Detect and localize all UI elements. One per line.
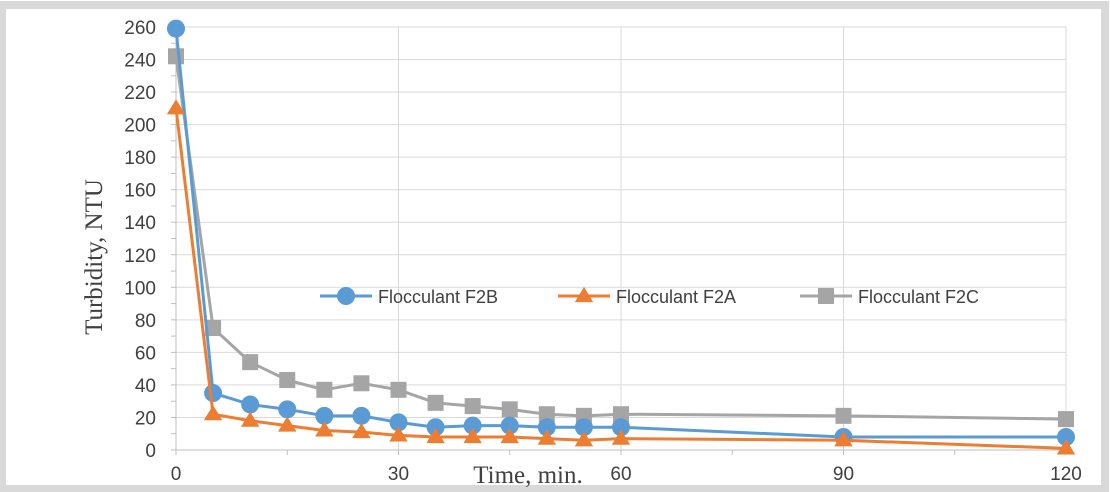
data-point-square <box>613 406 629 423</box>
tick-labels: 0 20 40 60 80 100 120 140 160 180 200 220 240 260 0 30 6… <box>124 18 1082 485</box>
y-tick-label: 200 <box>124 116 156 137</box>
data-point-circle <box>315 406 334 425</box>
data-point-circle <box>389 413 408 432</box>
x-tick-label: 60 <box>610 464 631 485</box>
legend: Flocculant F2B Flocculant F2A Flocculant F… <box>320 286 979 307</box>
data-point-square <box>390 381 407 398</box>
y-tick-label: 260 <box>124 18 156 39</box>
legend-item: Flocculant F2C <box>800 287 979 307</box>
data-point-square <box>316 381 333 398</box>
data-point-triangle <box>166 99 186 115</box>
data-point-circle <box>241 395 260 414</box>
data-point-square <box>538 406 555 423</box>
data-point-circle <box>167 19 185 38</box>
data-point-square <box>464 398 481 415</box>
legend-label: Flocculant F2A <box>616 287 736 307</box>
x-tick-label: 30 <box>388 464 409 485</box>
data-point-triangle <box>500 427 519 444</box>
x-tick-label: 0 <box>171 464 182 485</box>
data-point-triangle <box>463 427 482 444</box>
legend-item: Flocculant F2A <box>558 286 736 307</box>
data-point-square <box>168 48 184 65</box>
y-tick-label: 180 <box>124 148 156 169</box>
data-point-triangle <box>611 429 631 445</box>
data-point-circle <box>352 406 371 425</box>
data-point-circle <box>426 418 445 437</box>
data-point-circle <box>537 418 556 437</box>
data-point-triangle <box>1056 439 1076 455</box>
data-point-triangle <box>203 405 223 421</box>
y-axis-title: Turbidity, NTU <box>81 179 108 335</box>
data-point-triangle <box>315 421 334 437</box>
data-point-triangle <box>426 427 445 444</box>
x-tick-label: 120 <box>1050 464 1082 485</box>
data-point-triangle <box>537 429 557 445</box>
data-point-triangle <box>352 422 371 439</box>
series-triangle <box>166 99 1076 455</box>
y-tick-label: 100 <box>124 278 156 299</box>
data-point-triangle <box>834 431 853 447</box>
data-point-triangle <box>389 426 408 442</box>
data-point-square <box>835 407 852 424</box>
data-point-square <box>818 288 834 304</box>
data-point-square <box>242 354 259 371</box>
data-point-circle <box>574 418 593 437</box>
y-tick-label: 160 <box>124 181 156 202</box>
y-tick-label: 40 <box>135 376 156 397</box>
data-point-square <box>427 394 444 411</box>
data-point-circle <box>500 416 519 435</box>
data-point-triangle <box>574 431 594 447</box>
data-point-square <box>353 375 370 392</box>
y-tick-label: 240 <box>124 51 156 72</box>
x-axis-title: Time, min. <box>473 462 583 489</box>
x-tick-label: 90 <box>833 464 854 485</box>
data-point-square <box>205 319 222 336</box>
data-point-triangle <box>574 286 594 303</box>
data-point-square <box>501 401 518 418</box>
y-tick-label: 220 <box>124 83 156 104</box>
data-point-circle <box>1057 427 1075 446</box>
legend-label: Flocculant F2B <box>378 287 498 307</box>
legend-label: Flocculant F2C <box>858 287 979 307</box>
y-tick-label: 20 <box>135 408 156 429</box>
y-tick-label: 120 <box>124 246 156 267</box>
data-point-circle <box>204 384 223 403</box>
data-point-square <box>1058 411 1074 428</box>
y-tick-label: 60 <box>135 343 156 364</box>
series-circle <box>167 19 1075 446</box>
y-tick-label: 140 <box>124 213 156 234</box>
data-point-triangle <box>278 416 297 432</box>
data-point-square <box>279 372 296 389</box>
data-point-circle <box>612 418 630 437</box>
y-tick-label: 80 <box>135 311 156 332</box>
legend-item: Flocculant F2B <box>320 287 498 307</box>
data-point-triangle <box>240 411 260 427</box>
data-point-circle <box>278 400 297 419</box>
y-tick-label: 0 <box>145 441 156 462</box>
data-point-circle <box>463 416 482 435</box>
data-series <box>166 19 1076 455</box>
data-point-circle <box>337 287 355 305</box>
